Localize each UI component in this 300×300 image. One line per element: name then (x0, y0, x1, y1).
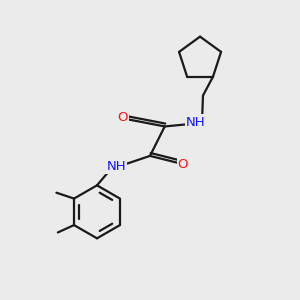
Text: NH: NH (186, 116, 206, 128)
Text: NH: NH (106, 160, 126, 173)
Text: O: O (118, 111, 128, 124)
Text: O: O (178, 158, 188, 171)
